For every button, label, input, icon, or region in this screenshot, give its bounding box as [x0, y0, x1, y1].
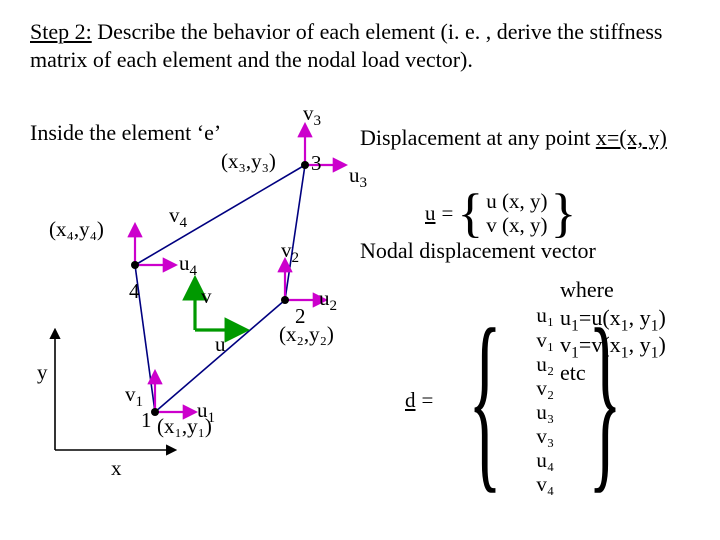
v3-label: v3: [303, 101, 321, 126]
u1-label: u1: [197, 398, 215, 423]
d-item: v₄: [536, 472, 554, 496]
disp-text: Displacement at any point: [360, 125, 596, 150]
disp-eq: x=(x, y): [596, 125, 667, 150]
v1-label: v1: [125, 382, 143, 407]
uv-u-label: u: [215, 332, 226, 357]
step-label: Step 2:: [30, 19, 92, 44]
where-block: where u1=u(x1, y1) v1=v(x1, y1) etc: [560, 276, 666, 386]
d-item: u₂: [536, 352, 554, 376]
d-item: v₃: [536, 424, 554, 448]
node-3-label: 3: [311, 151, 322, 176]
v2-label: v2: [281, 238, 299, 263]
displacement-caption: Displacement at any point x=(x, y): [360, 125, 667, 151]
v4-label: v4: [169, 203, 187, 228]
page: Step 2: Describe the behavior of each el…: [0, 0, 720, 540]
coord-2: (x₂,y₂): [279, 322, 334, 347]
d-symbol: d: [405, 388, 416, 413]
axis-y-label: y: [37, 360, 48, 385]
where-l3: etc: [560, 359, 666, 387]
u-symbol: u: [425, 201, 436, 226]
d-item: u₄: [536, 448, 554, 472]
d-column: u₁v₁u₂v₂u₃v₃u₄v₄: [533, 300, 557, 500]
equals: =: [442, 201, 454, 226]
axis-x-label: x: [111, 456, 122, 481]
coord-3: (x₃,y₃): [221, 149, 276, 174]
eq-u: u = { u (x, y) v (x, y) }: [425, 186, 576, 240]
d-item: u₁: [536, 303, 554, 327]
equals-d: =: [422, 388, 434, 413]
where-l0: where: [560, 276, 666, 304]
where-l1: u1=u(x1, y1): [560, 304, 666, 332]
where-l2: v1=v(x1, y1): [560, 331, 666, 359]
node-1-label: 1: [141, 408, 152, 433]
step-header: Step 2: Describe the behavior of each el…: [30, 18, 700, 73]
u4-label: u4: [179, 251, 197, 276]
d-item: u₃: [536, 400, 554, 424]
d-item: v₁: [536, 328, 554, 352]
uv-v-label: v: [201, 284, 212, 309]
u2-label: u2: [319, 286, 337, 311]
node-4-label: 4: [129, 279, 140, 304]
step-body: Describe the behavior of each element (i…: [30, 19, 663, 72]
d-item: v₂: [536, 376, 554, 400]
coord-4: (x₄,y₄): [49, 217, 104, 242]
u-bot: v (x, y): [486, 213, 547, 237]
u3-label: u3: [349, 163, 367, 188]
u-top: u (x, y): [486, 189, 547, 213]
